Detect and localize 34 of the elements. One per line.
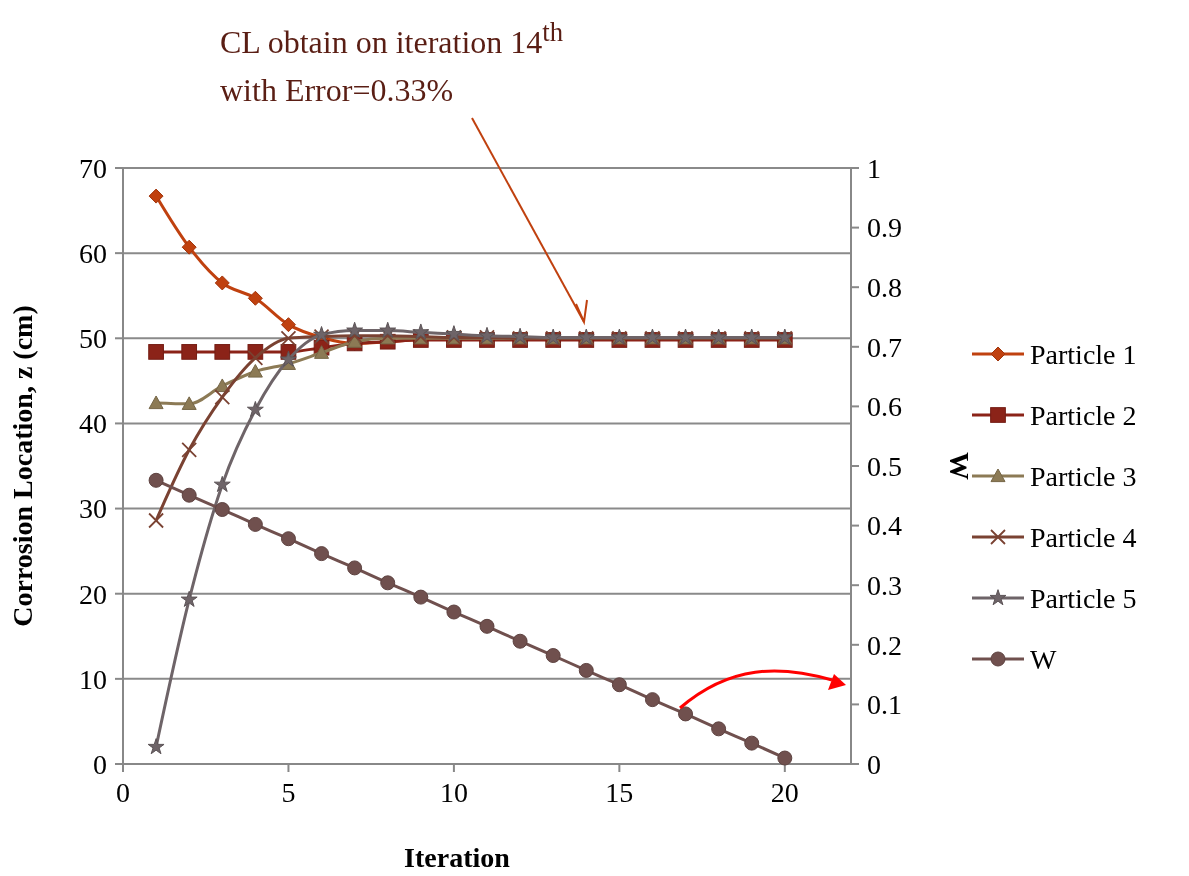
x-tick-label: 15: [605, 777, 634, 808]
y-axis-title: Corrosion Location, z (cm): [7, 305, 38, 627]
x-tick-label: 10: [439, 777, 468, 808]
x-tick-label: 5: [281, 777, 296, 808]
legend-label: Particle 3: [1030, 460, 1137, 492]
y2-tick-label: 0.6: [867, 391, 902, 423]
y-tick-label: 50: [79, 323, 107, 355]
y-tick-label: 30: [79, 493, 107, 525]
x-axis-title: Iteration: [404, 842, 511, 873]
y2-tick-label: 0.7: [867, 331, 902, 363]
legend-label: Particle 5: [1030, 582, 1137, 614]
y2-tick-label: 0.1: [867, 689, 902, 721]
y2-tick-label: 0.4: [867, 510, 902, 542]
y-tick-label: 60: [79, 237, 107, 269]
y-tick-label: 70: [79, 152, 107, 184]
y2-tick-label: 1: [867, 152, 881, 184]
y2-tick-label: 0.5: [867, 450, 902, 482]
legend-label: Particle 1: [1030, 338, 1137, 370]
y2-tick-label: 0: [867, 748, 881, 780]
y2-tick-label: 0.3: [867, 570, 902, 601]
y-tick-label: 10: [79, 663, 107, 695]
y2-tick-label: 0.8: [867, 272, 902, 303]
y-tick-label: 40: [79, 408, 107, 440]
legend-label: Particle 2: [1030, 399, 1137, 431]
y2-tick-label: 0.2: [867, 629, 902, 661]
legend-label: W: [1030, 643, 1057, 675]
y2-axis-title: W: [944, 452, 975, 480]
y2-tick-label: 0.9: [867, 212, 902, 244]
x-tick-label: 20: [770, 777, 799, 808]
text: CL obtain on iteration 14$^{th}$ with Error=0.33%: [220, 17, 564, 108]
legend-label: Particle 4: [1030, 521, 1137, 553]
y-tick-label: 0: [93, 748, 107, 780]
x-tick-label: 0: [116, 777, 130, 808]
y-tick-label: 20: [79, 578, 107, 610]
